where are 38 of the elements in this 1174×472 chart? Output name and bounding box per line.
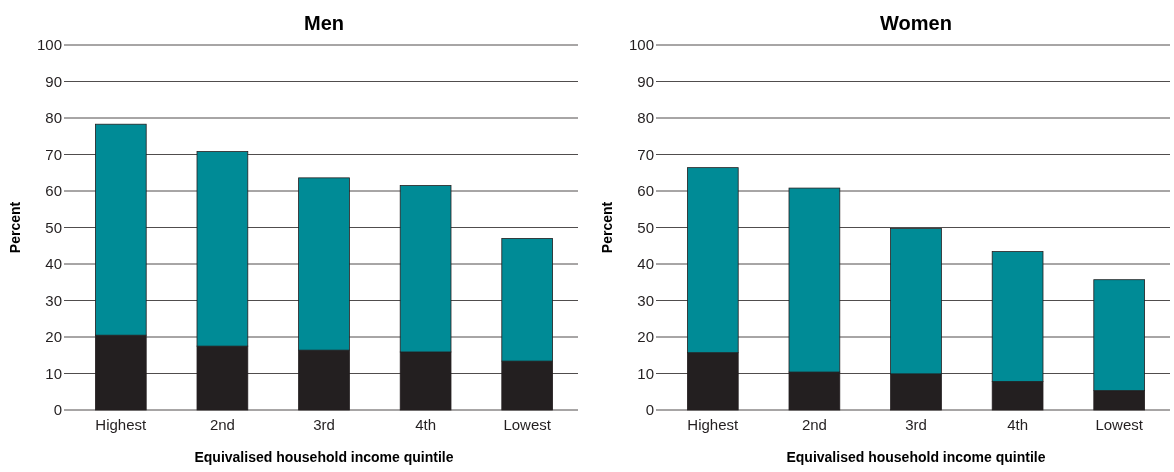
y-tick-label: 60 bbox=[637, 182, 654, 200]
y-tick-label: 20 bbox=[45, 328, 62, 346]
y-tick-label: 20 bbox=[637, 328, 654, 346]
y-tick-label: 10 bbox=[637, 364, 654, 382]
x-tick-label: Lowest bbox=[503, 416, 552, 433]
chart-title: Women bbox=[880, 12, 952, 34]
x-tick-label: 2nd bbox=[801, 416, 827, 433]
y-tick-label: 30 bbox=[637, 291, 654, 309]
x-axis-title: Equivalised household income quintile bbox=[786, 449, 1046, 465]
x-tick-label: 3rd bbox=[905, 416, 927, 433]
y-tick-label: 60 bbox=[45, 182, 62, 200]
y-tick-label: 80 bbox=[45, 109, 62, 127]
x-tick-label: 4th bbox=[415, 416, 437, 433]
chart-title: Men bbox=[304, 12, 344, 34]
y-axis-title: Percent bbox=[7, 201, 23, 254]
x-tick-label: 3rd bbox=[313, 416, 335, 433]
y-tick-label: 40 bbox=[637, 255, 654, 273]
x-tick-label: Lowest bbox=[1095, 416, 1144, 433]
y-tick-label: 90 bbox=[45, 72, 62, 90]
y-tick-label: 40 bbox=[45, 255, 62, 273]
y-tick-label: 30 bbox=[45, 291, 62, 309]
y-tick-label: 70 bbox=[637, 145, 654, 163]
y-tick-label: 70 bbox=[45, 145, 62, 163]
y-tick-label: 80 bbox=[637, 109, 654, 127]
x-tick-label: Highest bbox=[95, 416, 148, 433]
x-tick-label: 2nd bbox=[209, 416, 235, 433]
y-tick-label: 100 bbox=[36, 36, 62, 54]
y-tick-label: 100 bbox=[628, 36, 654, 54]
y-tick-label: 50 bbox=[45, 218, 62, 236]
y-tick-label: 0 bbox=[645, 401, 654, 419]
y-tick-label: 90 bbox=[637, 72, 654, 90]
x-tick-label: Highest bbox=[687, 416, 740, 433]
y-tick-label: 10 bbox=[45, 364, 62, 382]
y-tick-label: 0 bbox=[53, 401, 62, 419]
x-axis-title: Equivalised household income quintile bbox=[194, 449, 454, 465]
y-axis-title: Percent bbox=[599, 201, 615, 254]
x-tick-label: 4th bbox=[1007, 416, 1029, 433]
y-tick-label: 50 bbox=[637, 218, 654, 236]
